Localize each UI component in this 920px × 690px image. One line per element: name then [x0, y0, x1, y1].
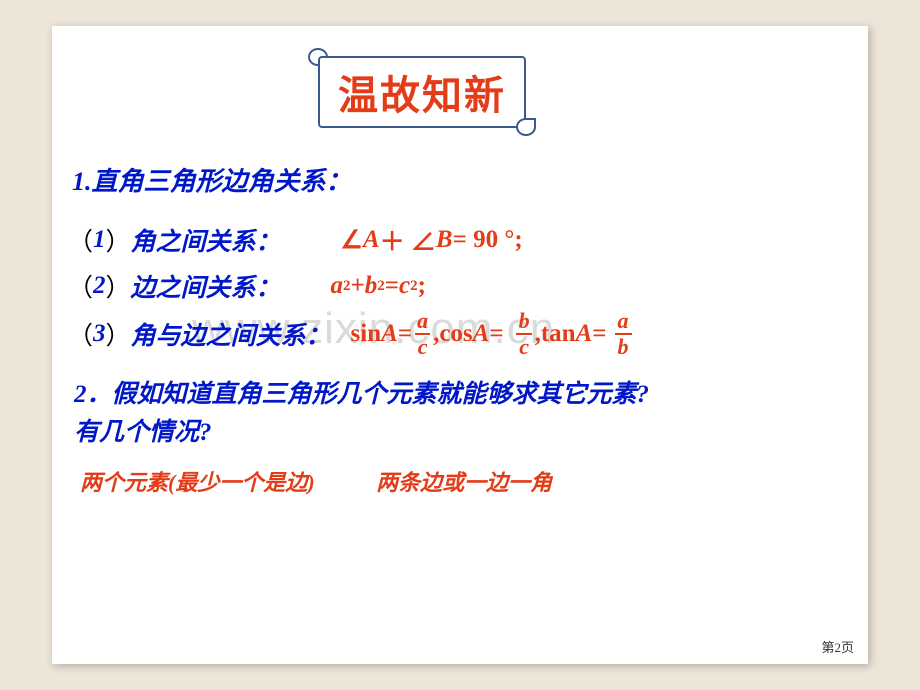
eq-var: c: [399, 272, 410, 300]
title-text: 温故知新: [338, 63, 506, 121]
question-2: 2．假如知道直角三角形几个元素就能够求其它元素? 有几个情况?: [74, 376, 852, 451]
answer-1: 两个元素(最少一个是边): [80, 470, 315, 495]
eq-part: +: [351, 272, 365, 300]
item-num: 2: [93, 272, 106, 300]
eq-part: =: [385, 272, 399, 300]
item-2: （ 2 ） 边之间关系： a2 + b2 = c2 ;: [68, 268, 852, 304]
title-box: 温故知新: [318, 56, 526, 128]
frac-num: a: [414, 310, 431, 333]
item-label: 角与边之间关系：: [131, 316, 331, 352]
slide: www.zixin.com.cn 温故知新 1.直角三角形边角关系： （ 1 ）…: [52, 26, 868, 664]
eq-var: b: [365, 272, 378, 300]
heading-1: 1.直角三角形边角关系：: [72, 161, 852, 198]
eq-fn: cos: [439, 320, 472, 348]
eq-var: A: [473, 320, 490, 348]
eq-var: A: [363, 226, 380, 254]
eq-part: =: [489, 320, 503, 348]
page-number: 第2页: [821, 637, 854, 656]
q2-line1: 2．假如知道直角三角形几个元素就能够求其它元素?: [74, 376, 852, 414]
fraction: ab: [615, 310, 632, 358]
eq-part: ∠: [341, 225, 363, 255]
eq-var: a: [331, 272, 344, 300]
item-label: 边之间关系：: [131, 268, 281, 304]
paren-r: ）: [106, 222, 131, 258]
eq-var: A: [576, 320, 593, 348]
eq-sup: 2: [343, 278, 351, 295]
paren-l: （: [68, 222, 93, 258]
paren-l: （: [68, 268, 93, 304]
title-scroll: 温故知新: [308, 56, 536, 128]
answer-2: 两条边或一边一角: [376, 470, 552, 495]
paren-r: ）: [106, 316, 131, 352]
fraction: ac: [414, 310, 431, 358]
eq-part: =: [398, 320, 412, 348]
equation-2: a2 + b2 = c2 ;: [331, 272, 426, 300]
equation-1: ∠A ＋ ∠B = 90 °;: [341, 222, 523, 258]
item-1: （ 1 ） 角之间关系： ∠A ＋ ∠B = 90 °;: [68, 222, 852, 258]
eq-var: B: [436, 226, 453, 254]
frac-den: c: [516, 333, 532, 358]
eq-fn: sin: [351, 320, 382, 348]
q2-line2: 有几个情况?: [74, 414, 852, 452]
content: 1.直角三角形边角关系： （ 1 ） 角之间关系： ∠A ＋ ∠B = 90 °…: [68, 161, 852, 497]
eq-part: ＋ ∠: [380, 222, 436, 258]
fraction: bc: [516, 310, 533, 358]
scroll-curl-bottom: [516, 118, 536, 136]
eq-part: =: [592, 320, 606, 348]
frac-num: a: [615, 310, 632, 333]
eq-part: ;: [418, 272, 426, 300]
eq-fn: tan: [541, 320, 576, 348]
paren-l: （: [68, 316, 93, 352]
item-label: 角之间关系：: [131, 222, 281, 258]
answer: 两个元素(最少一个是边) 两条边或一边一角: [80, 465, 852, 497]
eq-sup: 2: [377, 278, 385, 295]
item-num: 1: [93, 226, 106, 254]
eq-part: = 90 °;: [453, 226, 523, 254]
eq-var: A: [381, 320, 398, 348]
frac-den: c: [415, 333, 431, 358]
frac-num: b: [516, 310, 533, 333]
frac-den: b: [615, 333, 632, 358]
item-3: （ 3 ） 角与边之间关系： sinA= ac , cosA= bc , tan…: [68, 310, 852, 358]
eq-sup: 2: [410, 278, 418, 295]
paren-r: ）: [106, 268, 131, 304]
item-num: 3: [93, 320, 106, 348]
equation-3: sinA= ac , cosA= bc , tanA= ab: [351, 310, 634, 358]
